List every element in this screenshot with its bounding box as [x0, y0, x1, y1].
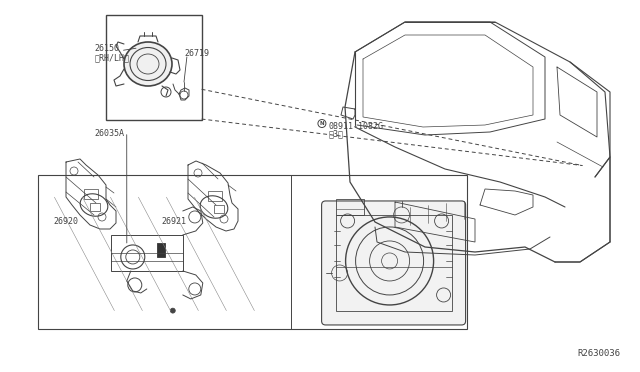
Text: N: N: [319, 121, 324, 126]
Text: 08911-1082G: 08911-1082G: [329, 122, 384, 131]
Bar: [335, 199, 364, 215]
Ellipse shape: [124, 42, 172, 86]
Bar: [111, 235, 183, 271]
FancyBboxPatch shape: [322, 201, 466, 325]
Circle shape: [170, 308, 175, 313]
Bar: [335, 215, 452, 311]
Text: 26921: 26921: [162, 217, 187, 226]
Bar: [208, 191, 222, 201]
Text: 26719: 26719: [184, 49, 209, 58]
Bar: [157, 243, 165, 257]
Text: 26035A: 26035A: [95, 129, 125, 138]
Text: 26920: 26920: [53, 217, 78, 226]
Bar: [214, 205, 224, 213]
Bar: [90, 203, 100, 211]
Bar: [38, 175, 467, 329]
Bar: [106, 15, 202, 120]
Text: 〈3〉: 〈3〉: [329, 129, 344, 138]
Bar: [84, 189, 98, 199]
Text: 〈RH/LH〉: 〈RH/LH〉: [95, 53, 130, 62]
Text: 26150: 26150: [95, 44, 120, 53]
Text: R2630036: R2630036: [578, 349, 621, 358]
